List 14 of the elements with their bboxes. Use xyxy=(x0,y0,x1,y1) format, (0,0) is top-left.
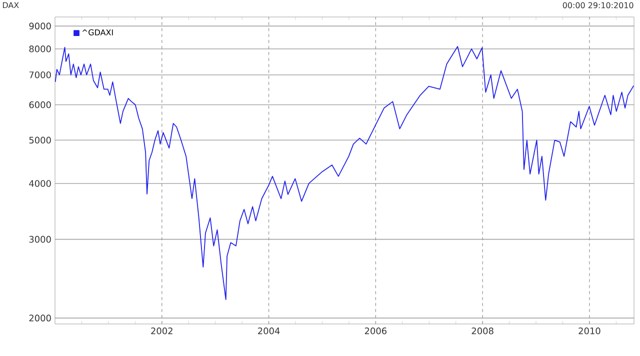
y-tick-label: 9000 xyxy=(29,22,51,30)
y-tick-label: 8000 xyxy=(29,46,51,52)
y-tick-label: 7000 xyxy=(29,71,51,78)
y-tick-label: 2000 xyxy=(29,314,51,322)
y-tick-label: 4000 xyxy=(29,180,51,187)
line-series xyxy=(55,46,634,300)
x-tick-label: 2010 xyxy=(578,328,600,334)
y-tick-label: 5000 xyxy=(29,136,51,144)
x-tick-label: 2006 xyxy=(364,328,387,334)
x-tick-label: 2004 xyxy=(258,328,280,334)
y-tick-label: 6000 xyxy=(29,101,51,108)
x-tick-label: 2002 xyxy=(151,328,172,334)
y-tick-label: 3000 xyxy=(29,236,51,243)
x-tick-label: 2008 xyxy=(472,328,494,334)
